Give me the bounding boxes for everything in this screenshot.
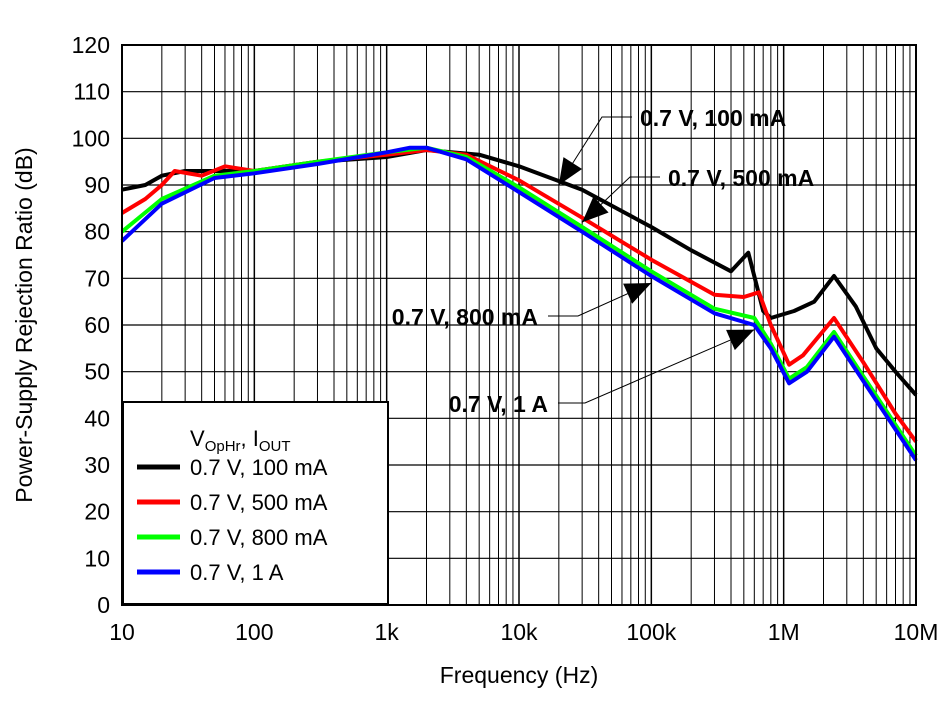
y-tick-label: 10: [84, 545, 110, 571]
x-tick-label: 10M: [894, 619, 939, 645]
legend-entry: 0.7 V, 500 mA: [190, 490, 328, 515]
series-line-3: [120, 145, 918, 462]
legend-entry: 0.7 V, 800 mA: [190, 525, 328, 550]
y-tick-label: 60: [84, 312, 110, 338]
x-axis-label: Frequency (Hz): [440, 662, 598, 688]
legend-entry: 0.7 V, 100 mA: [190, 455, 328, 480]
annotation-leader: [558, 116, 632, 186]
y-tick-label: 100: [72, 125, 110, 151]
y-tick-label: 50: [84, 359, 110, 385]
annotation-arrow-icon: [623, 283, 652, 304]
y-tick-label: 20: [84, 499, 110, 525]
y-tick-label: 80: [84, 219, 110, 245]
y-tick-label: 120: [72, 32, 110, 58]
y-axis-label: Power-Supply Rejection Ratio (dB): [11, 147, 37, 502]
y-tick-label: 90: [84, 172, 110, 198]
annotation-arrow-icon: [582, 196, 609, 223]
annotation-label: 0.7 V, 500 mA: [668, 165, 814, 191]
y-tick-label: 110: [73, 79, 110, 105]
legend-entry: 0.7 V, 1 A: [190, 560, 284, 585]
annotation-label: 0.7 V, 1 A: [449, 391, 548, 417]
x-tick-label: 1M: [768, 619, 800, 645]
y-tick-label: 70: [84, 265, 110, 291]
annotation-label: 0.7 V, 100 mA: [640, 105, 786, 131]
x-tick-label: 1k: [375, 619, 400, 645]
annotation-label: 0.7 V, 800 mA: [392, 304, 538, 330]
series-line-1: [120, 148, 918, 443]
x-tick-label: 100: [235, 619, 273, 645]
legend-title: VOpHr, IOUT: [190, 426, 291, 455]
annotations: 0.7 V, 100 mA 0.7 V, 500 mA 0.7 V, 800 mA 0…: [392, 105, 814, 417]
x-tick-label: 10: [109, 619, 135, 645]
y-tick-label: 40: [84, 405, 110, 431]
y-tick-label: 0: [97, 592, 110, 618]
legend: VOpHr, IOUT 0.7 V, 100 mA 0.7 V, 500 mA 0.…: [122, 401, 389, 605]
plot-frame: [121, 44, 917, 606]
annotation-leader: [558, 329, 755, 404]
x-tick-label: 10k: [500, 619, 538, 645]
annotation-arrow-icon: [726, 329, 755, 351]
x-tick-label: 100k: [626, 619, 676, 645]
series-line-2: [120, 145, 918, 457]
annotation-arrow-icon: [558, 157, 583, 185]
series-lines: [120, 145, 918, 462]
annotation-leader: [548, 282, 652, 317]
y-tick-label: 30: [84, 452, 110, 478]
